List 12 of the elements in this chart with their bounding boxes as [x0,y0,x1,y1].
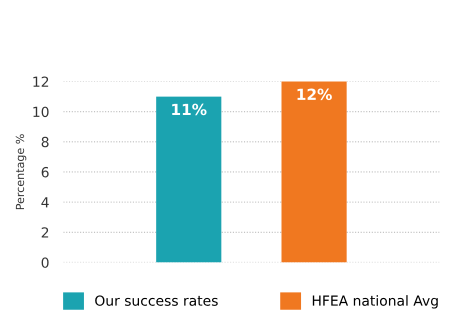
y-tick-label: 2 [42,227,48,238]
y-tick-label: 8 [42,136,49,148]
legend-label: Our success rates [95,295,218,306]
data-label: 11% [172,104,207,116]
y-tick-label: 0 [42,257,49,268]
data-label: 12% [298,88,332,100]
y-tick-label: 12 [33,76,48,87]
y-axis-title: Percentage % [16,134,26,210]
y-tick-label: 6 [42,166,49,178]
legend-label: HFEA national Avg [312,295,438,309]
y-tick-label: 10 [33,106,49,118]
y-tick-label: 4 [41,197,49,208]
